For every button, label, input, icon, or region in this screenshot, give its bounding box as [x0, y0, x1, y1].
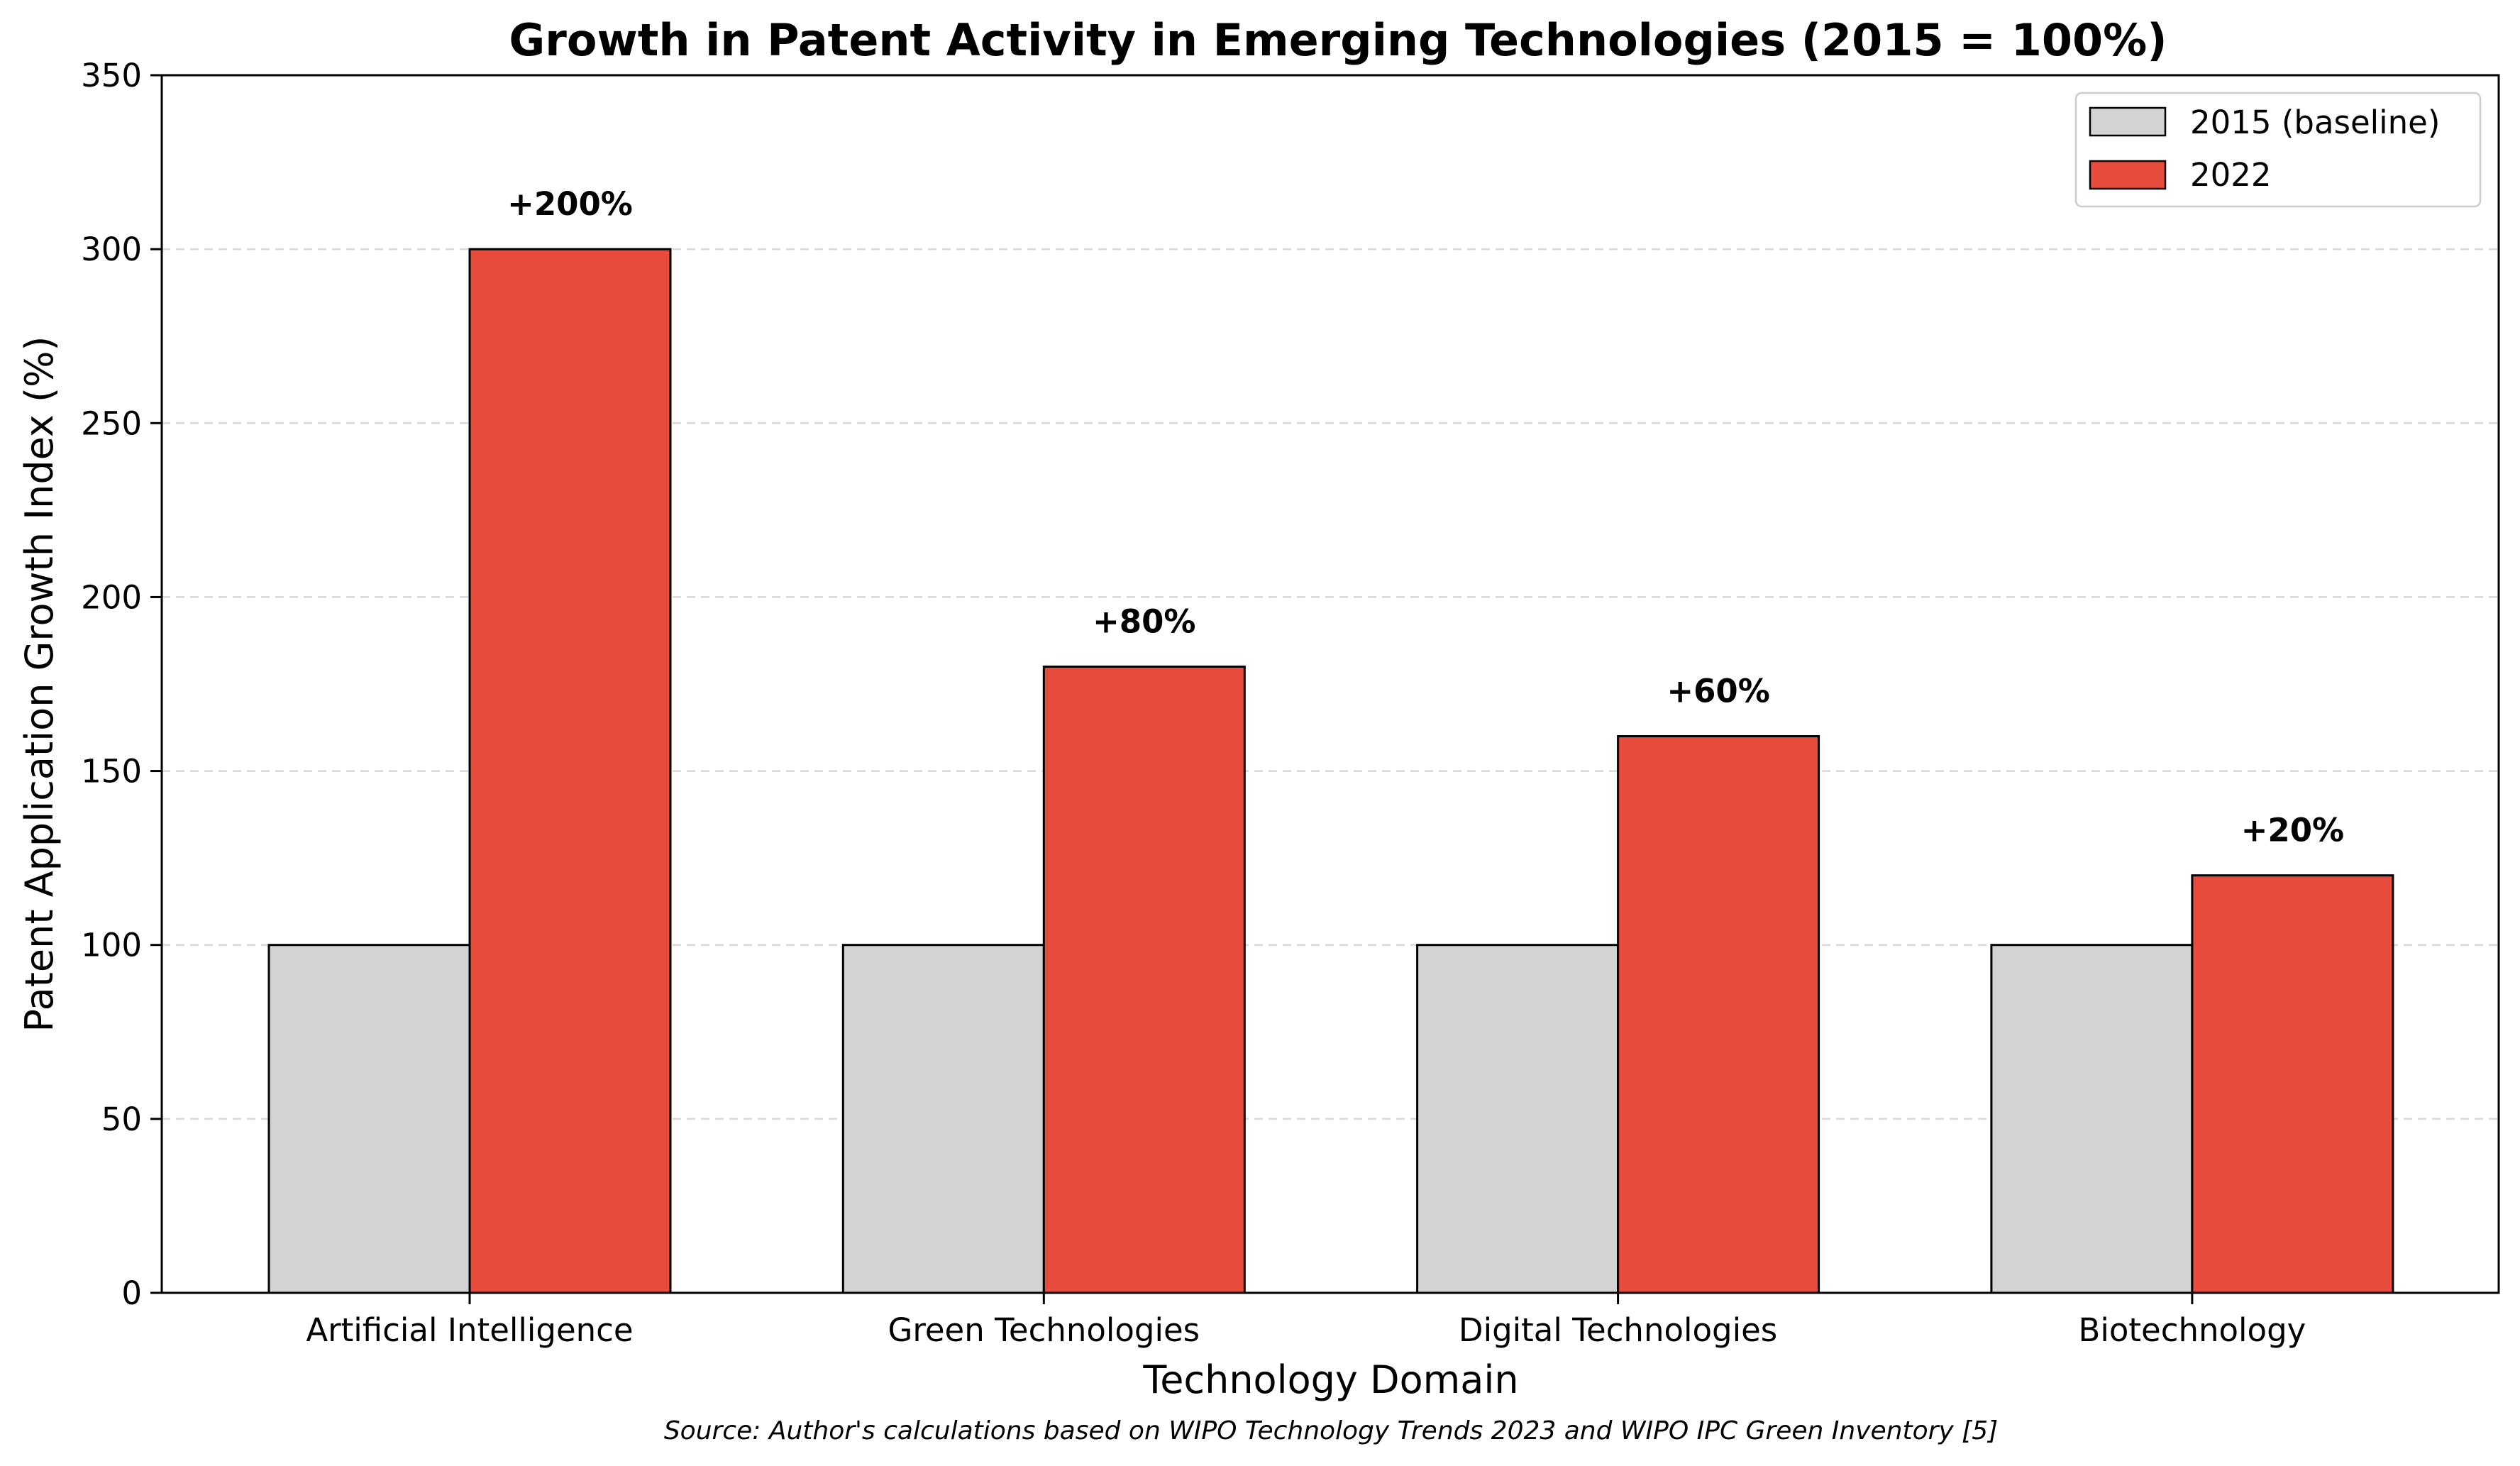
bar-2022-artificial-intelligence: [468, 248, 672, 1294]
y-tick-label: 300: [81, 231, 142, 268]
x-tick-label: Biotechnology: [2079, 1311, 2306, 1349]
y-axis-ticks: 0 50 100 150 200 250 300 350: [81, 57, 162, 1312]
x-tick-label: Digital Technologies: [1459, 1311, 1777, 1349]
bar-value-label: +20%: [2241, 812, 2344, 849]
legend-label-2015: 2015 (baseline): [2190, 104, 2440, 141]
y-tick-label: 50: [101, 1101, 142, 1138]
y-tick-label: 150: [81, 753, 142, 790]
y-tick-label: 200: [81, 578, 142, 616]
chart-title: Growth in Patent Activity in Emerging Te…: [509, 14, 2167, 66]
x-tick-label: Artificial Intelligence: [306, 1311, 633, 1349]
x-tick-label: Green Technologies: [888, 1311, 1200, 1349]
bar-value-label: +80%: [1093, 602, 1195, 640]
bars: [267, 248, 2394, 1294]
legend-swatch-2015: [2089, 106, 2167, 137]
bar-2015-biotechnology: [1990, 944, 2194, 1294]
legend: 2015 (baseline) 2022: [2074, 92, 2482, 208]
x-axis-ticks: Artificial Intelligence Green Technologie…: [306, 1293, 2306, 1349]
bar-2015-green-technologies: [841, 944, 1045, 1294]
bar-2022-green-technologies: [1042, 665, 1246, 1294]
x-axis-label: Technology Domain: [1142, 1357, 1518, 1402]
y-tick-label: 350: [81, 57, 142, 94]
source-note: Source: Author's calculations based on W…: [664, 1416, 1998, 1445]
bar-value-labels: +200% +80% +60% +20%: [507, 185, 2344, 849]
y-tick-label: 0: [121, 1274, 142, 1312]
bar-value-label: +200%: [507, 185, 633, 223]
y-tick-label: 250: [81, 404, 142, 442]
bar-2022-digital-technologies: [1617, 735, 1820, 1294]
bar-value-label: +60%: [1667, 673, 1769, 710]
bar-2015-artificial-intelligence: [267, 944, 471, 1294]
legend-box: [2074, 92, 2482, 208]
bar-2022-biotechnology: [2191, 874, 2394, 1294]
plot-frame: [160, 74, 2500, 1294]
bar-2015-digital-technologies: [1416, 944, 1620, 1294]
legend-swatch-2022: [2089, 160, 2167, 190]
y-tick-label: 100: [81, 927, 142, 964]
y-axis-label: Patent Application Growth Index (%): [17, 336, 62, 1032]
legend-label-2022: 2022: [2190, 156, 2272, 194]
